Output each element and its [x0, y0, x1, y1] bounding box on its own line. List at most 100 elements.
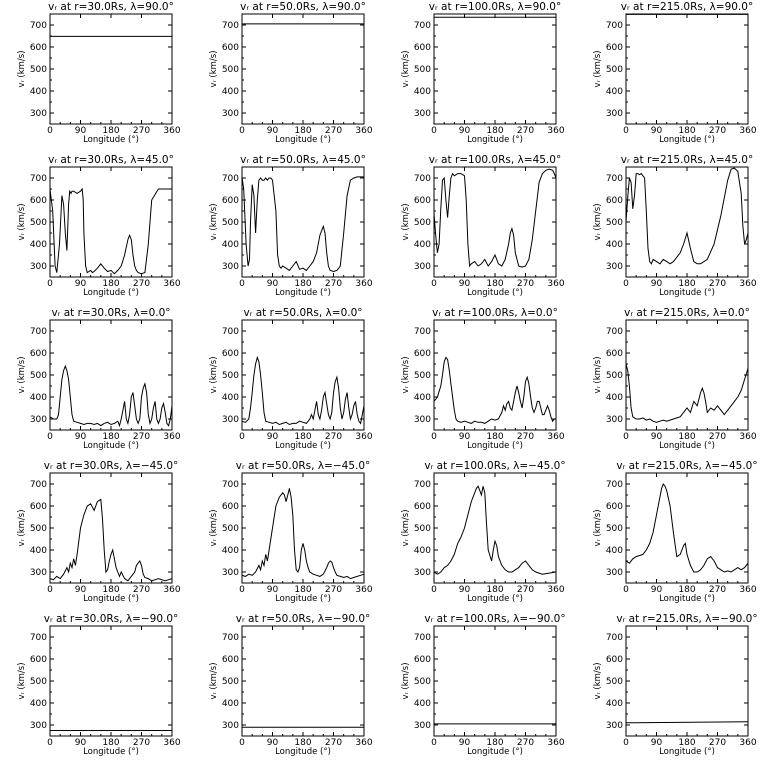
y-tick-label: 400: [414, 393, 431, 403]
plot-frame: [49, 13, 173, 125]
y-axis-label: vᵣ (km/s): [17, 662, 27, 699]
x-axis-label: Longitude (°): [275, 288, 331, 298]
series-line: [50, 498, 172, 582]
y-tick-label: 600: [414, 43, 431, 53]
x-tick-label: 270: [517, 738, 534, 748]
x-tick-label: 270: [325, 585, 342, 595]
plot-frame: [49, 319, 173, 431]
y-tick-label: 600: [30, 655, 47, 665]
y-tick-label: 400: [30, 240, 47, 250]
y-tick-label: 700: [30, 480, 47, 490]
x-tick-label: 270: [133, 432, 150, 442]
y-axis-label: vᵣ (km/s): [209, 509, 219, 546]
y-tick-label: 300: [30, 415, 47, 425]
x-tick-label: 180: [102, 279, 119, 289]
y-tick-label: 400: [222, 546, 239, 556]
chart-title: vᵣ at r=100.0Rs, λ=0.0°: [432, 307, 558, 319]
y-tick-label: 300: [222, 415, 239, 425]
x-tick-label: 360: [355, 279, 372, 289]
y-tick-label: 400: [30, 699, 47, 709]
y-tick-label: 700: [606, 633, 623, 643]
x-tick-label: 0: [431, 738, 437, 748]
y-tick-label: 500: [222, 371, 239, 381]
x-tick-label: 360: [355, 738, 372, 748]
chart-panel-3: vᵣ at r=100.0Rs, λ=90.0° 0 90 180 270 360 300 4…: [401, 1, 565, 145]
plot-frame: [625, 166, 749, 278]
x-axis-label: Longitude (°): [659, 135, 715, 145]
y-tick-label: 400: [30, 546, 47, 556]
x-tick-label: 270: [709, 279, 726, 289]
chart-panel-7: vᵣ at r=100.0Rs, λ=45.0° 0 90 180 270 360 300 4…: [401, 154, 565, 298]
chart-title: vᵣ at r=30.0Rs, λ=0.0°: [51, 307, 170, 319]
y-tick-label: 400: [606, 393, 623, 403]
x-tick-label: 270: [133, 738, 150, 748]
y-tick-label: 300: [30, 721, 47, 731]
x-axis-label: Longitude (°): [275, 135, 331, 145]
series-line: [242, 355, 364, 426]
plot-frame: [241, 472, 365, 584]
x-tick-label: 360: [163, 126, 180, 136]
chart-title: vᵣ at r=30.0Rs, λ=90.0°: [48, 1, 174, 13]
x-tick-label: 360: [739, 738, 756, 748]
x-tick-label: 0: [239, 279, 245, 289]
x-tick-label: 90: [459, 432, 471, 442]
y-axis-label: vᵣ (km/s): [401, 356, 411, 393]
y-tick-label: 600: [222, 349, 239, 359]
x-tick-label: 270: [517, 126, 534, 136]
y-tick-label: 700: [222, 633, 239, 643]
x-axis-label: Longitude (°): [275, 441, 331, 451]
y-tick-label: 300: [222, 568, 239, 578]
chart-panel-12: vᵣ at r=215.0Rs, λ=0.0° 0 90 180 270 360 300 40…: [593, 307, 757, 451]
series-line: [242, 176, 364, 273]
x-tick-label: 0: [623, 126, 629, 136]
x-axis-label: Longitude (°): [659, 747, 715, 757]
x-tick-label: 360: [739, 279, 756, 289]
x-tick-label: 270: [709, 432, 726, 442]
y-tick-label: 700: [222, 21, 239, 31]
x-tick-label: 360: [547, 279, 564, 289]
x-axis-label: Longitude (°): [659, 594, 715, 604]
x-tick-label: 360: [547, 585, 564, 595]
plot-frame: [241, 13, 365, 125]
series-line: [626, 721, 748, 724]
chart-title: vᵣ at r=215.0Rs, λ=−45.0°: [616, 460, 757, 472]
x-tick-label: 180: [102, 432, 119, 442]
plot-frame: [241, 166, 365, 278]
y-tick-label: 500: [30, 371, 47, 381]
x-tick-label: 180: [294, 126, 311, 136]
x-tick-label: 180: [486, 432, 503, 442]
y-axis-label: vᵣ (km/s): [593, 509, 603, 546]
y-tick-label: 500: [222, 65, 239, 75]
y-axis-label: vᵣ (km/s): [209, 662, 219, 699]
y-tick-label: 700: [414, 174, 431, 184]
x-tick-label: 180: [486, 279, 503, 289]
y-tick-label: 300: [606, 415, 623, 425]
x-tick-label: 270: [517, 432, 534, 442]
series-line: [626, 167, 748, 265]
y-axis-label: vᵣ (km/s): [17, 203, 27, 240]
x-tick-label: 270: [517, 585, 534, 595]
plot-frame: [433, 625, 557, 737]
x-tick-label: 270: [133, 279, 150, 289]
y-tick-label: 500: [30, 524, 47, 534]
y-tick-label: 500: [414, 371, 431, 381]
x-tick-label: 90: [651, 738, 663, 748]
chart-panel-9: vᵣ at r=30.0Rs, λ=0.0° 0 90 180 270 360 300 400…: [17, 307, 181, 451]
chart-panel-18: vᵣ at r=50.0Rs, λ=−90.0° 0 90 180 270 360 300 4…: [209, 613, 373, 757]
y-axis-label: vᵣ (km/s): [17, 356, 27, 393]
y-tick-label: 400: [222, 87, 239, 97]
y-tick-label: 400: [414, 699, 431, 709]
x-axis-label: Longitude (°): [467, 594, 523, 604]
chart-title: vᵣ at r=215.0Rs, λ=45.0°: [621, 154, 753, 166]
x-tick-label: 0: [239, 738, 245, 748]
y-tick-label: 400: [606, 87, 623, 97]
chart-title: vᵣ at r=50.0Rs, λ=45.0°: [240, 154, 366, 166]
x-tick-label: 90: [459, 126, 471, 136]
x-tick-label: 180: [102, 126, 119, 136]
x-tick-label: 180: [678, 432, 695, 442]
x-tick-label: 180: [294, 585, 311, 595]
y-tick-label: 700: [606, 174, 623, 184]
y-tick-label: 300: [222, 262, 239, 272]
y-tick-label: 600: [606, 655, 623, 665]
y-tick-label: 600: [606, 502, 623, 512]
